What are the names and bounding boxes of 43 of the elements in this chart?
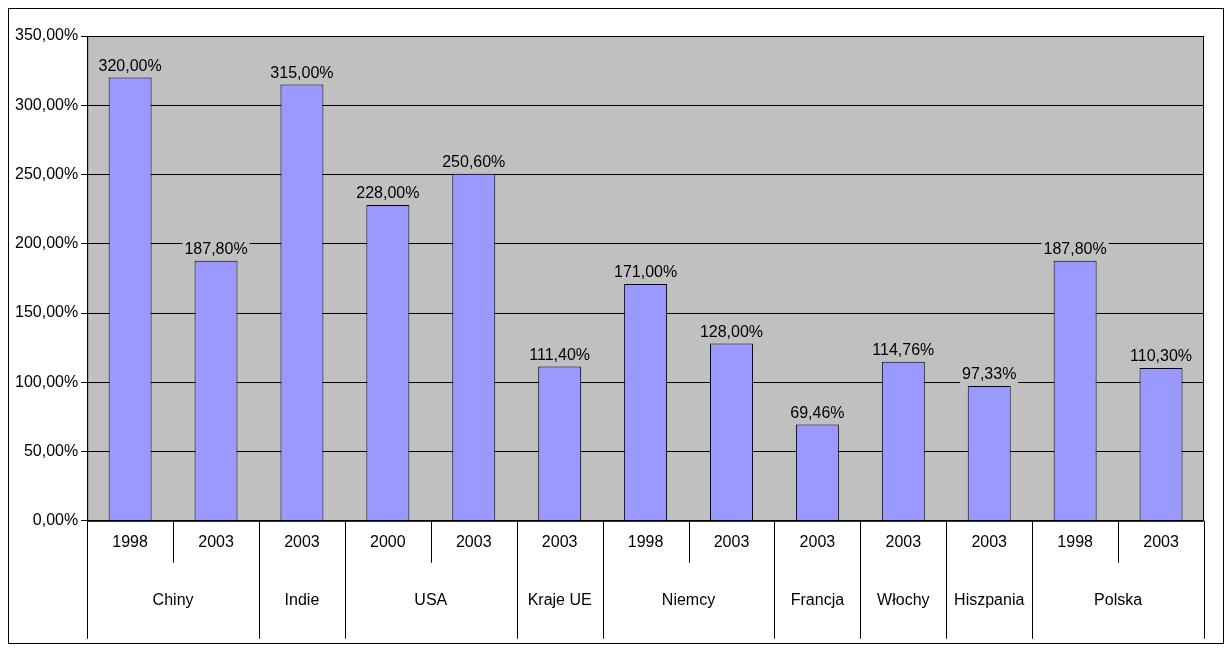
text: Polska <box>1094 591 1143 609</box>
data-label: 128,00% <box>699 322 764 340</box>
data-label: 111,40% <box>529 345 591 363</box>
data-label: 110,30% <box>1130 347 1193 365</box>
data-label: 187,80% <box>184 240 248 258</box>
x-tick-label: 2003 <box>455 532 492 550</box>
text: Włochy <box>877 591 930 609</box>
y-tick-label: 200,00% <box>14 234 79 252</box>
data-label: 69,46% <box>790 403 845 421</box>
data-label: 228,00% <box>356 184 420 202</box>
y-tick-label: 100,00% <box>14 372 79 390</box>
x-tick-label: 2000 <box>370 532 406 550</box>
text: USA <box>414 591 448 609</box>
x-tick-label: 1998 <box>112 532 149 550</box>
x-tick-label: 2003 <box>713 532 750 550</box>
x-tick-label: 1998 <box>1057 532 1094 550</box>
x-tick-label: 1998 <box>627 532 664 550</box>
data-label: 315,00% <box>270 63 334 81</box>
data-label: 114,76% <box>872 341 935 359</box>
y-tick-label: 300,00% <box>14 95 79 113</box>
y-tick-label: 150,00% <box>14 303 79 321</box>
y-tick-label: 50,00% <box>23 441 79 459</box>
text: Chiny <box>152 591 194 609</box>
x-tick-label: 2003 <box>1143 532 1179 550</box>
text: Kraje UE <box>527 591 592 609</box>
y-tick-label: 350,00% <box>14 26 79 44</box>
x-tick-label: 2003 <box>541 532 578 550</box>
data-label: 250,60% <box>442 153 506 171</box>
data-label: 320,00% <box>98 56 162 74</box>
x-tick-label: 2003 <box>971 532 1008 550</box>
data-label: 97,33% <box>962 365 1017 383</box>
x-tick-label: 2003 <box>799 532 836 550</box>
x-tick-label: 2003 <box>284 532 320 550</box>
data-label: 171,00% <box>614 263 678 281</box>
x-tick-label: 2003 <box>198 532 234 550</box>
y-tick-label: 250,00% <box>14 164 79 182</box>
data-label: 187,80% <box>1043 240 1107 258</box>
x-tick-label: 2003 <box>885 532 922 550</box>
text: Francja <box>790 591 845 609</box>
text: Hiszpania <box>954 591 1025 609</box>
y-tick-label: 0,00% <box>32 511 79 529</box>
text: Niemcy <box>661 591 716 609</box>
text: Indie <box>284 591 320 609</box>
